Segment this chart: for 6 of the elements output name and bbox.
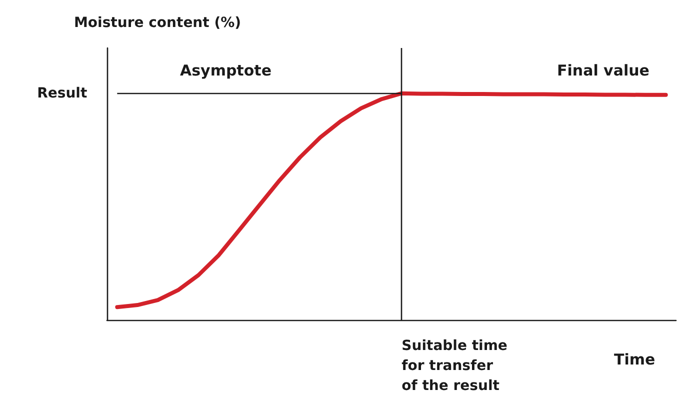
text: Suitable time for transfer of the result [402,338,508,394]
text: Asymptote [180,62,272,80]
ref-line-label: Result [37,85,88,102]
x-axis-title: Time [614,350,656,368]
text: Final value [557,62,650,80]
y-axis-title: Moisture content (%) [74,15,242,31]
